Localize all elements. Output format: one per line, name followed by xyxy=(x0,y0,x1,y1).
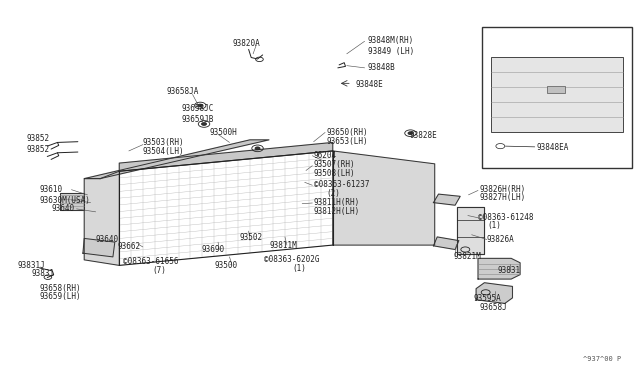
Bar xyxy=(492,57,623,132)
Circle shape xyxy=(255,147,260,150)
Text: 93653(LH): 93653(LH) xyxy=(326,137,368,146)
Text: ^937^00 P: ^937^00 P xyxy=(582,356,621,362)
Text: 96204: 96204 xyxy=(314,151,337,160)
Text: 93849 (LH): 93849 (LH) xyxy=(368,47,414,56)
Text: 93852: 93852 xyxy=(27,134,50,143)
Bar xyxy=(483,27,632,167)
Text: (1): (1) xyxy=(487,221,501,230)
Bar xyxy=(547,86,564,93)
Text: ©08363-6202G: ©08363-6202G xyxy=(264,255,319,264)
Polygon shape xyxy=(433,237,459,250)
Polygon shape xyxy=(457,208,484,254)
Polygon shape xyxy=(119,142,333,171)
Text: 93507(RH): 93507(RH) xyxy=(314,160,355,169)
Text: (1): (1) xyxy=(292,264,307,273)
Text: 93690: 93690 xyxy=(202,245,225,254)
Polygon shape xyxy=(476,283,513,304)
Text: 93820A: 93820A xyxy=(233,39,260,48)
Text: 93831: 93831 xyxy=(32,269,55,278)
Text: 93848E: 93848E xyxy=(355,80,383,89)
Text: ©08363-61237: ©08363-61237 xyxy=(314,180,369,189)
Text: 93650(RH): 93650(RH) xyxy=(326,128,368,137)
Text: 93503(RH): 93503(RH) xyxy=(143,138,184,147)
Text: ©08363-61656: ©08363-61656 xyxy=(124,257,179,266)
Text: 93659JB: 93659JB xyxy=(182,115,214,124)
Text: 93811M: 93811M xyxy=(269,241,297,250)
Text: (2): (2) xyxy=(326,189,340,198)
Text: 93658(RH): 93658(RH) xyxy=(40,284,81,293)
Text: 93831: 93831 xyxy=(497,266,520,275)
Text: 93826H(RH): 93826H(RH) xyxy=(479,185,525,194)
Text: 93828E: 93828E xyxy=(409,131,437,140)
Text: 93595A: 93595A xyxy=(473,294,501,303)
Polygon shape xyxy=(333,151,435,245)
Text: 93500H: 93500H xyxy=(209,128,237,137)
Text: 93640: 93640 xyxy=(96,235,119,244)
Text: 93811H(RH): 93811H(RH) xyxy=(314,198,360,207)
Polygon shape xyxy=(84,140,269,179)
Text: 93821M: 93821M xyxy=(454,252,481,262)
Polygon shape xyxy=(433,194,460,205)
Text: ©08363-61248: ©08363-61248 xyxy=(478,213,534,222)
Text: 93826A: 93826A xyxy=(487,235,515,244)
Text: (7): (7) xyxy=(152,266,166,275)
Text: 93640: 93640 xyxy=(51,204,74,214)
Circle shape xyxy=(408,132,413,135)
Circle shape xyxy=(198,104,203,107)
Text: 93658J: 93658J xyxy=(479,302,507,312)
Text: 93630M(USA): 93630M(USA) xyxy=(40,196,90,205)
Text: 93827H(LH): 93827H(LH) xyxy=(479,193,525,202)
Text: 93504(LH): 93504(LH) xyxy=(143,147,184,156)
Text: 93662: 93662 xyxy=(117,243,140,251)
Text: 93610: 93610 xyxy=(40,185,63,194)
Text: 93831J: 93831J xyxy=(17,261,45,270)
Polygon shape xyxy=(478,259,520,279)
Text: 93500: 93500 xyxy=(214,261,237,270)
Text: 93658JC: 93658JC xyxy=(182,104,214,113)
Circle shape xyxy=(202,122,207,125)
Text: 93848B: 93848B xyxy=(368,63,396,72)
Text: 93812H(LH): 93812H(LH) xyxy=(314,206,360,216)
Text: 93658JA: 93658JA xyxy=(167,87,199,96)
Text: 93508(LH): 93508(LH) xyxy=(314,169,355,178)
Polygon shape xyxy=(84,171,119,265)
Text: 93659(LH): 93659(LH) xyxy=(40,292,81,301)
Polygon shape xyxy=(83,238,115,257)
Text: 93502: 93502 xyxy=(239,233,263,242)
Text: 93848EA: 93848EA xyxy=(537,143,569,152)
Polygon shape xyxy=(60,193,84,210)
Text: 93848M(RH): 93848M(RH) xyxy=(368,36,414,45)
Text: 93852: 93852 xyxy=(27,145,50,154)
